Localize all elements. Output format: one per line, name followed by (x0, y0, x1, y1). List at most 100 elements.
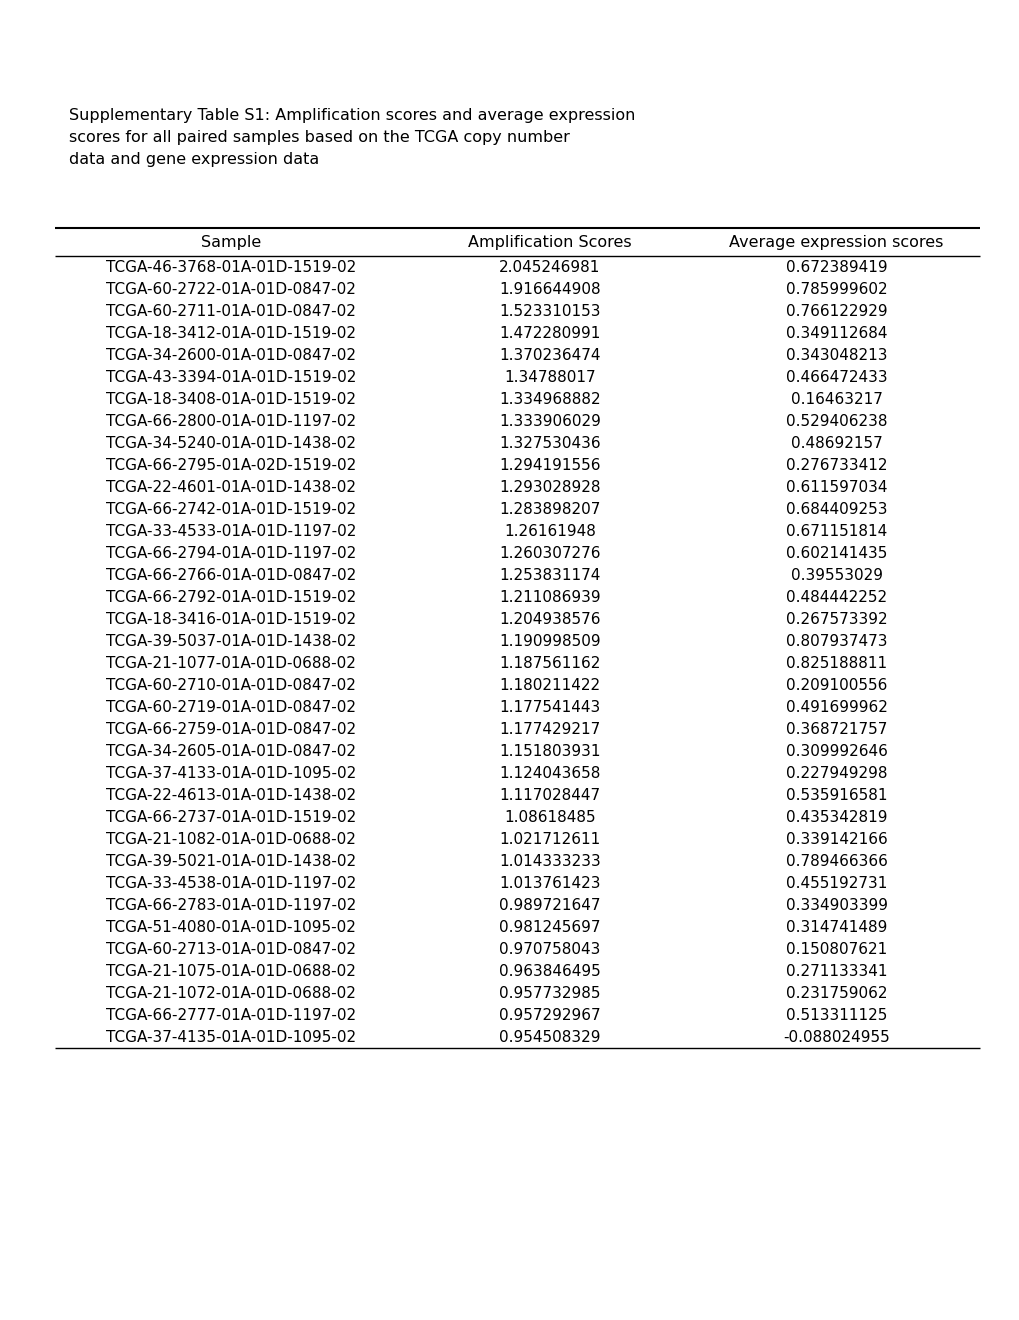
Text: TCGA-34-2600-01A-01D-0847-02: TCGA-34-2600-01A-01D-0847-02 (106, 347, 356, 363)
Text: 0.766122929: 0.766122929 (785, 304, 887, 318)
Text: 2.045246981: 2.045246981 (498, 260, 600, 275)
Text: 0.227949298: 0.227949298 (785, 766, 887, 780)
Text: TCGA-60-2710-01A-01D-0847-02: TCGA-60-2710-01A-01D-0847-02 (106, 677, 356, 693)
Text: 1.124043658: 1.124043658 (498, 766, 600, 780)
Text: 1.916644908: 1.916644908 (498, 281, 600, 297)
Text: Sample: Sample (201, 235, 261, 249)
Text: TCGA-60-2719-01A-01D-0847-02: TCGA-60-2719-01A-01D-0847-02 (106, 700, 356, 714)
Text: 1.08618485: 1.08618485 (503, 809, 595, 825)
Text: 0.513311125: 0.513311125 (786, 1007, 887, 1023)
Text: 1.472280991: 1.472280991 (498, 326, 600, 341)
Text: TCGA-60-2722-01A-01D-0847-02: TCGA-60-2722-01A-01D-0847-02 (106, 281, 356, 297)
Text: TCGA-21-1072-01A-01D-0688-02: TCGA-21-1072-01A-01D-0688-02 (106, 986, 356, 1001)
Text: 0.39553029: 0.39553029 (790, 568, 881, 582)
Text: TCGA-51-4080-01A-01D-1095-02: TCGA-51-4080-01A-01D-1095-02 (106, 920, 356, 935)
Text: 0.435342819: 0.435342819 (785, 809, 887, 825)
Text: TCGA-66-2794-01A-01D-1197-02: TCGA-66-2794-01A-01D-1197-02 (106, 545, 356, 561)
Text: 0.954508329: 0.954508329 (498, 1030, 600, 1044)
Text: 0.455192731: 0.455192731 (786, 875, 887, 891)
Text: 1.327530436: 1.327530436 (498, 436, 600, 450)
Text: 0.684409253: 0.684409253 (785, 502, 887, 516)
Text: 0.267573392: 0.267573392 (785, 611, 887, 627)
Text: TCGA-21-1075-01A-01D-0688-02: TCGA-21-1075-01A-01D-0688-02 (106, 964, 356, 978)
Text: 0.271133341: 0.271133341 (785, 964, 887, 978)
Text: TCGA-60-2711-01A-01D-0847-02: TCGA-60-2711-01A-01D-0847-02 (106, 304, 356, 318)
Text: 0.334903399: 0.334903399 (785, 898, 887, 912)
Text: TCGA-66-2742-01A-01D-1519-02: TCGA-66-2742-01A-01D-1519-02 (106, 502, 356, 516)
Text: TCGA-18-3408-01A-01D-1519-02: TCGA-18-3408-01A-01D-1519-02 (106, 392, 356, 407)
Text: TCGA-39-5037-01A-01D-1438-02: TCGA-39-5037-01A-01D-1438-02 (106, 634, 356, 648)
Text: 0.529406238: 0.529406238 (785, 413, 887, 429)
Text: TCGA-66-2783-01A-01D-1197-02: TCGA-66-2783-01A-01D-1197-02 (106, 898, 356, 912)
Text: 0.970758043: 0.970758043 (498, 941, 600, 957)
Text: TCGA-21-1082-01A-01D-0688-02: TCGA-21-1082-01A-01D-0688-02 (106, 832, 356, 846)
Text: 1.177541443: 1.177541443 (498, 700, 600, 714)
Text: TCGA-66-2766-01A-01D-0847-02: TCGA-66-2766-01A-01D-0847-02 (106, 568, 356, 582)
Text: TCGA-39-5021-01A-01D-1438-02: TCGA-39-5021-01A-01D-1438-02 (106, 854, 356, 869)
Text: TCGA-66-2737-01A-01D-1519-02: TCGA-66-2737-01A-01D-1519-02 (106, 809, 356, 825)
Text: 1.204938576: 1.204938576 (498, 611, 600, 627)
Text: 0.789466366: 0.789466366 (785, 854, 887, 869)
Text: 0.349112684: 0.349112684 (785, 326, 887, 341)
Text: TCGA-37-4135-01A-01D-1095-02: TCGA-37-4135-01A-01D-1095-02 (106, 1030, 356, 1044)
Text: TCGA-37-4133-01A-01D-1095-02: TCGA-37-4133-01A-01D-1095-02 (106, 766, 356, 780)
Text: 0.150807621: 0.150807621 (786, 941, 887, 957)
Text: TCGA-33-4533-01A-01D-1197-02: TCGA-33-4533-01A-01D-1197-02 (105, 524, 356, 539)
Text: 0.602141435: 0.602141435 (786, 545, 887, 561)
Text: 0.957292967: 0.957292967 (498, 1007, 600, 1023)
Text: 1.151803931: 1.151803931 (498, 743, 600, 759)
Text: 0.825188811: 0.825188811 (786, 656, 887, 671)
Text: TCGA-33-4538-01A-01D-1197-02: TCGA-33-4538-01A-01D-1197-02 (106, 875, 356, 891)
Text: 0.535916581: 0.535916581 (785, 788, 887, 803)
Text: TCGA-66-2777-01A-01D-1197-02: TCGA-66-2777-01A-01D-1197-02 (106, 1007, 356, 1023)
Text: 1.180211422: 1.180211422 (499, 677, 600, 693)
Text: Amplification Scores: Amplification Scores (468, 235, 631, 249)
Text: 0.963846495: 0.963846495 (498, 964, 600, 978)
Text: 0.491699962: 0.491699962 (785, 700, 887, 714)
Text: 1.021712611: 1.021712611 (498, 832, 600, 846)
Text: 1.253831174: 1.253831174 (498, 568, 600, 582)
Text: TCGA-43-3394-01A-01D-1519-02: TCGA-43-3394-01A-01D-1519-02 (105, 370, 356, 384)
Text: 0.16463217: 0.16463217 (790, 392, 881, 407)
Text: 1.370236474: 1.370236474 (498, 347, 600, 363)
Text: TCGA-22-4613-01A-01D-1438-02: TCGA-22-4613-01A-01D-1438-02 (106, 788, 356, 803)
Text: 0.314741489: 0.314741489 (786, 920, 887, 935)
Text: 1.014333233: 1.014333233 (498, 854, 600, 869)
Text: 1.177429217: 1.177429217 (498, 722, 600, 737)
Text: TCGA-66-2759-01A-01D-0847-02: TCGA-66-2759-01A-01D-0847-02 (106, 722, 356, 737)
Text: 0.785999602: 0.785999602 (785, 281, 887, 297)
Text: TCGA-18-3412-01A-01D-1519-02: TCGA-18-3412-01A-01D-1519-02 (106, 326, 356, 341)
Text: 1.117028447: 1.117028447 (499, 788, 600, 803)
Text: 1.333906029: 1.333906029 (498, 413, 600, 429)
Text: 1.34788017: 1.34788017 (503, 370, 595, 384)
Text: 1.013761423: 1.013761423 (498, 875, 600, 891)
Text: 0.957732985: 0.957732985 (498, 986, 600, 1001)
Text: -0.088024955: -0.088024955 (783, 1030, 890, 1044)
Text: 0.368721757: 0.368721757 (786, 722, 887, 737)
Text: Average expression scores: Average expression scores (729, 235, 943, 249)
Text: 0.981245697: 0.981245697 (498, 920, 600, 935)
Text: Supplementary Table S1: Amplification scores and average expression: Supplementary Table S1: Amplification sc… (69, 108, 635, 123)
Text: 0.671151814: 0.671151814 (786, 524, 887, 539)
Text: 0.466472433: 0.466472433 (785, 370, 887, 384)
Text: 1.190998509: 1.190998509 (498, 634, 600, 648)
Text: 0.672389419: 0.672389419 (785, 260, 887, 275)
Text: TCGA-60-2713-01A-01D-0847-02: TCGA-60-2713-01A-01D-0847-02 (106, 941, 356, 957)
Text: 0.209100556: 0.209100556 (786, 677, 887, 693)
Text: TCGA-46-3768-01A-01D-1519-02: TCGA-46-3768-01A-01D-1519-02 (106, 260, 356, 275)
Text: 0.276733412: 0.276733412 (785, 458, 887, 473)
Text: 1.283898207: 1.283898207 (498, 502, 600, 516)
Text: 0.339142166: 0.339142166 (785, 832, 887, 846)
Text: data and gene expression data: data and gene expression data (69, 152, 319, 168)
Text: 0.343048213: 0.343048213 (785, 347, 887, 363)
Text: 1.187561162: 1.187561162 (498, 656, 600, 671)
Text: TCGA-66-2800-01A-01D-1197-02: TCGA-66-2800-01A-01D-1197-02 (106, 413, 356, 429)
Text: 0.807937473: 0.807937473 (785, 634, 887, 648)
Text: TCGA-34-2605-01A-01D-0847-02: TCGA-34-2605-01A-01D-0847-02 (106, 743, 356, 759)
Text: 1.211086939: 1.211086939 (498, 590, 600, 605)
Text: 0.231759062: 0.231759062 (785, 986, 887, 1001)
Text: 0.484442252: 0.484442252 (786, 590, 887, 605)
Text: 0.611597034: 0.611597034 (785, 479, 887, 495)
Text: 1.294191556: 1.294191556 (498, 458, 600, 473)
Text: TCGA-18-3416-01A-01D-1519-02: TCGA-18-3416-01A-01D-1519-02 (106, 611, 356, 627)
